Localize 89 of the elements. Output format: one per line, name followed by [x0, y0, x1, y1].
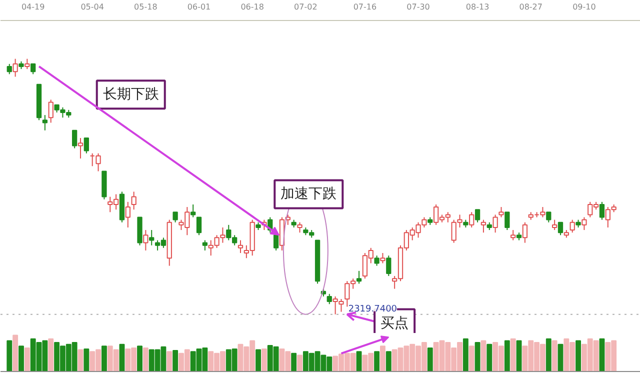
bar [172, 350, 178, 372]
candlestick [510, 230, 516, 241]
bar [48, 338, 54, 372]
bar [374, 351, 380, 372]
candlestick [480, 219, 486, 234]
candlestick [356, 270, 362, 284]
candlestick [492, 214, 498, 234]
bar [516, 340, 522, 372]
candlestick [42, 114, 48, 131]
candlestick [498, 206, 504, 218]
candlestick [125, 201, 130, 228]
bar [576, 340, 581, 372]
bar [12, 334, 18, 372]
bar [18, 346, 24, 372]
candlestick [196, 216, 202, 236]
candlestick [297, 222, 302, 234]
bar [101, 346, 107, 372]
bar [427, 347, 433, 372]
candlestick [48, 99, 54, 124]
candlestick [202, 240, 208, 251]
x-tick-label: 07-16 [353, 2, 377, 12]
candlestick [570, 219, 575, 234]
bar [386, 351, 392, 372]
bar [297, 354, 302, 372]
candlestick [30, 63, 36, 75]
candlestick [273, 234, 279, 251]
x-tick-label: 07-30 [406, 2, 430, 12]
bar [480, 340, 486, 372]
annotation: 加速下跌 [280, 186, 337, 202]
candlestick [374, 255, 380, 266]
candlestick [380, 252, 386, 264]
bar [468, 346, 474, 372]
candlestick [72, 130, 78, 149]
bar [119, 344, 125, 372]
bar [599, 338, 605, 372]
candlestick [558, 222, 564, 236]
candlestick [172, 212, 178, 223]
bar [504, 340, 510, 372]
x-tick-label: 07-02 [294, 2, 318, 12]
candlestick [469, 212, 474, 228]
bar [256, 349, 261, 372]
candlestick [546, 212, 552, 223]
x-tick-label: 04-19 [21, 2, 45, 12]
candlestick [24, 58, 30, 70]
bar [142, 347, 148, 372]
bar [24, 347, 30, 372]
candlestick [238, 240, 244, 254]
x-tick-label: 08-27 [519, 2, 542, 12]
candlestick [386, 255, 392, 277]
bar [356, 351, 362, 372]
candlestick [552, 219, 558, 231]
annotation: 长期下跌 [102, 86, 159, 103]
bar [552, 340, 558, 372]
bar [510, 338, 516, 372]
candlestick [582, 216, 587, 231]
bar [78, 349, 84, 372]
candlestick [149, 230, 154, 246]
annotation: 买点 [380, 315, 409, 332]
candlestick [522, 222, 528, 244]
x-tick-label: 08-13 [466, 2, 490, 12]
bar [84, 348, 90, 372]
bar [486, 344, 492, 372]
x-tick-label: 06-01 [187, 2, 211, 12]
candlestick [78, 138, 84, 159]
bar [558, 344, 564, 372]
candlestick [84, 138, 89, 154]
candlestick [474, 209, 480, 223]
x-tick-label: 09-10 [572, 2, 596, 12]
x-tick-label: 05-18 [134, 2, 158, 12]
bar [137, 346, 142, 372]
candlestick [326, 293, 332, 305]
bar [261, 348, 267, 372]
bar [546, 338, 552, 372]
bar [6, 340, 12, 372]
candlestick [599, 201, 605, 220]
candlestick [6, 63, 12, 75]
candlestick [143, 230, 148, 251]
candlestick [504, 212, 510, 231]
x-tick-label: 06-18 [240, 2, 264, 12]
bar [462, 338, 468, 372]
annotation: 2319.7400 [348, 304, 398, 314]
bar [474, 342, 480, 372]
bar [166, 351, 172, 372]
candlestick [131, 191, 136, 210]
bar [380, 346, 386, 372]
x-tick-label: 05-04 [80, 2, 104, 12]
candlestick [190, 204, 196, 218]
bar [291, 352, 297, 372]
candlestick [12, 58, 18, 78]
